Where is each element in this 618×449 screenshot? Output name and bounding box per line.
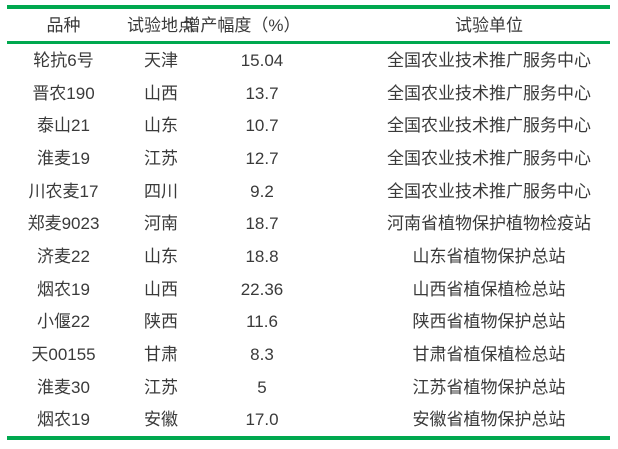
cell-yield-increase: 13.7	[245, 83, 279, 103]
cell-location: 山东	[144, 116, 178, 136]
variety-trial-table: 品种 试验地点 增产幅度（%） 试验单位 轮抗6号 天津 15.04 全国农业技…	[7, 5, 610, 440]
cell-test-unit: 全国农业技术推广服务中心	[387, 50, 591, 70]
cell-yield-increase: 15.04	[240, 50, 284, 70]
cell-yield-increase: 5	[257, 377, 267, 397]
cell-location: 山东	[144, 246, 178, 266]
cell-location: 甘肃	[144, 344, 178, 364]
cell-variety: 烟农19	[37, 410, 90, 430]
column-header-yield-increase: 增产幅度（%）	[183, 15, 301, 35]
cell-yield-increase: 8.3	[250, 344, 274, 364]
cell-location: 河南	[144, 214, 178, 234]
cell-location: 山西	[144, 83, 178, 103]
column-header-test-unit: 试验单位	[455, 15, 523, 35]
cell-test-unit: 全国农业技术推广服务中心	[387, 83, 591, 103]
table-row: 川农麦17 四川 9.2 全国农业技术推广服务中心	[7, 175, 610, 208]
cell-variety: 小偃22	[37, 312, 90, 332]
cell-yield-increase: 12.7	[245, 148, 279, 168]
column-header-location: 试验地点	[127, 15, 195, 35]
cell-test-unit: 山东省植物保护总站	[412, 246, 566, 266]
cell-variety: 淮麦19	[37, 148, 90, 168]
table-row: 郑麦9023 河南 18.7 河南省植物保护植物检疫站	[7, 207, 610, 240]
cell-yield-increase: 9.2	[250, 181, 274, 201]
table-row: 轮抗6号 天津 15.04 全国农业技术推广服务中心	[7, 44, 610, 77]
cell-yield-increase: 18.8	[245, 246, 279, 266]
table-row: 烟农19 安徽 17.0 安徽省植物保护总站	[7, 403, 610, 436]
cell-location: 江苏	[144, 377, 178, 397]
cell-test-unit: 甘肃省植保植检总站	[412, 344, 566, 364]
cell-test-unit: 陕西省植物保护总站	[412, 312, 566, 332]
column-header-variety: 品种	[46, 15, 81, 35]
cell-test-unit: 全国农业技术推广服务中心	[387, 116, 591, 136]
table-row: 淮麦30 江苏 5 江苏省植物保护总站	[7, 371, 610, 404]
table-row: 烟农19 山西 22.36 山西省植保植检总站	[7, 273, 610, 306]
cell-variety: 轮抗6号	[33, 50, 94, 70]
cell-variety: 淮麦30	[37, 377, 90, 397]
cell-test-unit: 安徽省植物保护总站	[412, 410, 566, 430]
table-row: 晋农190 山西 13.7 全国农业技术推广服务中心	[7, 77, 610, 110]
cell-location: 四川	[144, 181, 178, 201]
cell-variety: 济麦22	[37, 246, 90, 266]
cell-variety: 郑麦9023	[27, 214, 100, 234]
cell-variety: 川农麦17	[28, 181, 99, 201]
table-row: 小偃22 陕西 11.6 陕西省植物保护总站	[7, 305, 610, 338]
table-header-rule	[7, 41, 610, 44]
table-header-row: 品种 试验地点 增产幅度（%） 试验单位	[7, 9, 610, 41]
cell-test-unit: 江苏省植物保护总站	[412, 377, 566, 397]
cell-test-unit: 河南省植物保护植物检疫站	[387, 214, 591, 234]
cell-test-unit: 山西省植保植检总站	[412, 279, 566, 299]
cell-location: 安徽	[144, 410, 178, 430]
cell-test-unit: 全国农业技术推广服务中心	[387, 148, 591, 168]
cell-yield-increase: 11.6	[246, 312, 278, 332]
cell-yield-increase: 22.36	[240, 279, 284, 299]
cell-variety: 天00155	[31, 344, 96, 364]
cell-variety: 泰山21	[37, 116, 90, 136]
cell-location: 陕西	[144, 312, 178, 332]
table-row: 淮麦19 江苏 12.7 全国农业技术推广服务中心	[7, 142, 610, 175]
cell-yield-increase: 17.0	[245, 410, 279, 430]
cell-yield-increase: 10.7	[245, 116, 279, 136]
table-body: 轮抗6号 天津 15.04 全国农业技术推广服务中心 晋农190 山西 13.7…	[7, 44, 610, 436]
cell-yield-increase: 18.7	[245, 214, 279, 234]
cell-test-unit: 全国农业技术推广服务中心	[387, 181, 591, 201]
table-top-rule	[7, 5, 610, 9]
cell-location: 天津	[144, 50, 178, 70]
table-row: 泰山21 山东 10.7 全国农业技术推广服务中心	[7, 109, 610, 142]
table-row: 天00155 甘肃 8.3 甘肃省植保植检总站	[7, 338, 610, 371]
cell-variety: 晋农190	[32, 83, 95, 103]
cell-location: 山西	[144, 279, 178, 299]
table-bottom-rule	[7, 436, 610, 440]
cell-location: 江苏	[144, 148, 178, 168]
cell-variety: 烟农19	[37, 279, 90, 299]
table-row: 济麦22 山东 18.8 山东省植物保护总站	[7, 240, 610, 273]
